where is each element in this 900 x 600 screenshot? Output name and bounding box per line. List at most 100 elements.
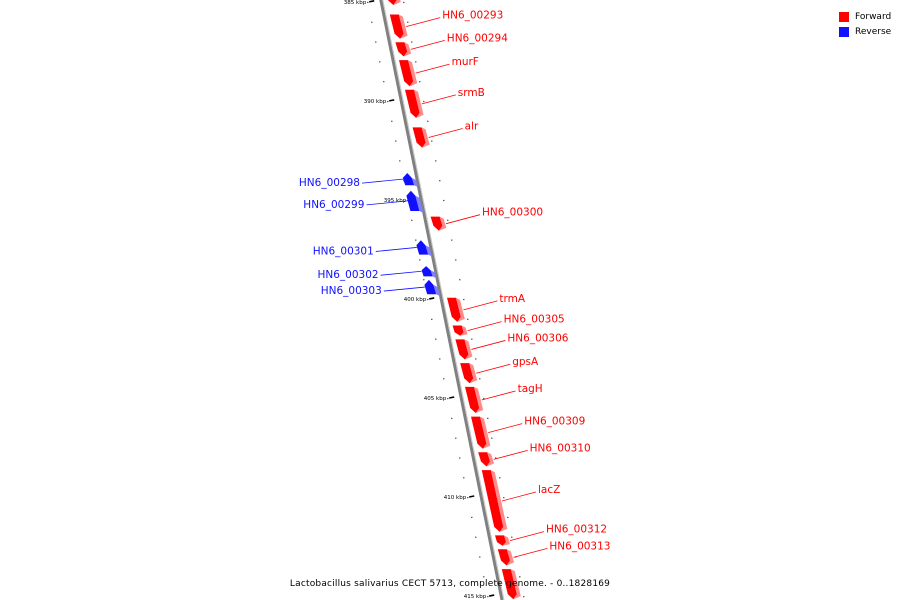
gene-arrow xyxy=(412,127,426,148)
gene-label: lacZ xyxy=(538,484,560,496)
gene-arrow-side xyxy=(460,325,468,336)
gene-arrow-side xyxy=(414,89,424,118)
gene-arrow-side xyxy=(438,216,447,231)
minor-tick-right xyxy=(523,596,525,598)
tick-label: 405 kbp xyxy=(424,396,447,402)
legend-item-reverse: Reverse xyxy=(839,24,891,39)
minor-tick-right xyxy=(507,516,509,519)
gene-arrow xyxy=(416,240,429,255)
label-leader xyxy=(366,200,408,206)
legend-item-forward: Forward xyxy=(839,9,891,24)
label-leader xyxy=(493,449,528,460)
minor-tick-right xyxy=(495,457,497,459)
gene-label: tagH xyxy=(518,383,543,395)
gene-trmA xyxy=(447,297,465,322)
gene-HN6_00303 xyxy=(424,279,441,297)
minor-tick-right xyxy=(479,378,481,380)
tick-label: 400 kbp xyxy=(404,297,427,303)
gene-arrow xyxy=(405,89,420,118)
gene-arrow-side xyxy=(421,127,430,148)
minor-tick-right xyxy=(403,1,405,4)
gene-arrow xyxy=(389,14,404,39)
minor-tick-right xyxy=(407,21,409,23)
gene-arrow-side xyxy=(415,195,424,213)
minor-tick-right xyxy=(431,140,433,142)
gene-lacZ xyxy=(481,470,508,532)
minor-tick-right xyxy=(443,199,445,202)
minor-tick-left xyxy=(391,120,393,122)
major-tick-mark xyxy=(429,297,435,300)
label-leader xyxy=(488,423,523,434)
gene-arrow-side xyxy=(456,297,465,322)
gene-arrow xyxy=(481,470,504,532)
minor-tick-left xyxy=(395,140,397,142)
label-leader xyxy=(421,94,456,105)
gene-labels: HN6_00293 HN6_00294 murF srmB alr HN6_00298 HN… xyxy=(299,10,610,558)
minor-tick-left xyxy=(487,596,489,598)
gene-arrow xyxy=(497,549,510,566)
minor-tick-right xyxy=(451,239,453,241)
minor-tick-left xyxy=(387,100,389,103)
minor-tick-left xyxy=(459,457,461,459)
gene-arrow xyxy=(399,60,414,87)
tick-label: 390 kbp xyxy=(364,99,387,105)
minor-tick-right xyxy=(419,81,421,83)
minor-tick-right xyxy=(455,259,457,261)
gene-arrow xyxy=(447,297,461,322)
label-leader xyxy=(375,247,417,252)
gene-label: HN6_00312 xyxy=(546,524,607,536)
minor-tick-right xyxy=(459,279,461,281)
gene-arrow-side xyxy=(411,177,419,188)
minor-tick-right xyxy=(415,61,417,63)
major-tick-mark xyxy=(449,396,455,399)
minor-ticks xyxy=(367,1,525,598)
minor-tick-right xyxy=(463,298,465,301)
gene-murF xyxy=(399,60,418,87)
minor-tick-left xyxy=(455,437,457,439)
minor-tick-right xyxy=(435,160,437,162)
minor-tick-right xyxy=(411,41,413,43)
minor-tick-left xyxy=(439,358,441,360)
gene-features xyxy=(387,0,521,600)
gene-arrow xyxy=(452,325,464,336)
minor-tick-left xyxy=(399,160,401,162)
genome-backbone-highlight xyxy=(382,0,505,600)
gene-arrow xyxy=(387,0,397,5)
gene-HN6_00299 xyxy=(406,190,424,213)
gene-label: HN6_00294 xyxy=(447,32,508,44)
gene-label: HN6_00302 xyxy=(318,269,379,281)
minor-tick-left xyxy=(411,219,413,221)
major-tick-mark xyxy=(389,99,395,102)
gene-arrow-side xyxy=(486,452,494,467)
minor-tick-left xyxy=(479,556,481,558)
minor-tick-right xyxy=(475,358,477,360)
gene-label: HN6_00300 xyxy=(482,207,543,219)
gene-label: murF xyxy=(452,56,479,68)
minor-tick-left xyxy=(423,279,425,281)
tick-label: 385 kbp xyxy=(344,0,367,6)
minor-tick-left xyxy=(483,576,485,578)
gene-arrow-side xyxy=(510,569,521,600)
minor-tick-right xyxy=(499,477,501,479)
gene-gpsA xyxy=(460,363,478,384)
label-leader xyxy=(410,39,445,50)
gene-HN6_00312 xyxy=(495,535,510,546)
label-leader xyxy=(471,340,506,350)
gene-HN6_00298 xyxy=(402,173,419,188)
gene-label: HN6_00305 xyxy=(504,314,565,326)
gene-HN6_00305 xyxy=(452,325,468,336)
tick-label: 410 kbp xyxy=(444,495,467,501)
gene-arrow-side xyxy=(490,470,508,532)
major-tick-mark xyxy=(489,594,495,597)
gene-HN6_00313 xyxy=(497,549,514,566)
label-leader xyxy=(481,390,516,401)
label-leader xyxy=(467,321,502,332)
genome-backbone xyxy=(379,0,504,600)
gene-HN6_00301 xyxy=(416,240,433,257)
label-leader xyxy=(445,214,481,225)
minor-tick-left xyxy=(475,536,477,538)
legend: Forward Reverse xyxy=(839,9,891,39)
gene-label: HN6_00299 xyxy=(303,199,364,211)
genome-caption: Lactobacillus salivarius CECT 5713, comp… xyxy=(289,579,611,589)
